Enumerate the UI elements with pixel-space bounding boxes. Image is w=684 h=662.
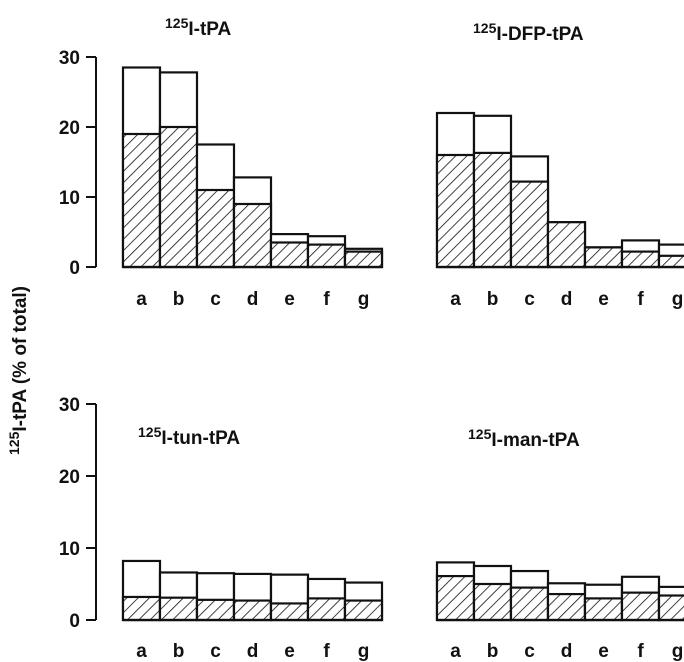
panel-title-sup: 125: [468, 426, 492, 442]
x-tick-label-e: e: [598, 289, 609, 310]
x-tick-label-c: c: [210, 641, 221, 662]
panel-title-sup: 125: [165, 15, 189, 31]
bar-hatched-f: [306, 243, 347, 269]
bar-hatched-c: [195, 188, 236, 269]
bar-hatched-g: [657, 594, 684, 622]
bar-hatched-d: [232, 599, 273, 622]
x-tick-label-b: b: [173, 289, 185, 310]
x-tick-label-f: f: [323, 641, 330, 662]
panel-title-sup: 125: [138, 424, 162, 440]
panel-title-main: I-DFP-tPA: [496, 24, 584, 45]
x-tick-label-g: g: [358, 289, 370, 310]
bar-hatched-c: [195, 598, 236, 622]
y-tick-label-0: 0: [69, 258, 80, 279]
panel-dfp-tpa: 125I-DFP-tPA a b c d e f g: [435, 20, 684, 310]
panel-title-main: I-tun-tPA: [161, 428, 240, 449]
panel-title-main: I-tPA: [188, 19, 231, 40]
y-tick-label-10: 10: [59, 188, 80, 209]
bar-hatched-d: [546, 592, 587, 622]
y-axis-title: 125I-tPA (% of total): [6, 286, 31, 455]
bar-hatched-d: [232, 202, 273, 269]
bar-hatched-b: [472, 582, 513, 622]
y-tick-label-30: 30: [59, 395, 80, 416]
x-tick-label-d: d: [247, 641, 259, 662]
y-tick-label-30: 30: [59, 48, 80, 69]
bar-group: [435, 561, 684, 622]
x-tick-label-e: e: [598, 641, 609, 662]
bar-hatched-e: [269, 602, 310, 622]
y-tick-label-20: 20: [59, 467, 80, 488]
bar-hatched-g: [343, 599, 384, 622]
bar-hatched-c: [509, 586, 550, 622]
bar-group: [435, 111, 684, 269]
bar-hatched-f: [620, 591, 661, 622]
bar-group: [121, 559, 384, 622]
bar-hatched-a: [121, 132, 162, 269]
x-tick-label-a: a: [136, 289, 147, 310]
x-tick-label-c: c: [524, 641, 535, 662]
bar-hatched-e: [269, 241, 310, 269]
x-tick-label-b: b: [487, 289, 499, 310]
x-tick-label-e: e: [284, 289, 295, 310]
bar-hatched-b: [158, 596, 199, 622]
bar-hatched-g: [343, 250, 384, 269]
bar-hatched-d: [546, 221, 587, 269]
x-tick-label-g: g: [672, 641, 684, 662]
bar-hatched-c: [509, 180, 550, 269]
panel-title: 125I-tun-tPA: [138, 424, 240, 449]
bar-hatched-a: [435, 574, 476, 622]
x-axis-labels: a b c d e f g: [136, 289, 369, 310]
panel-title-sup: 125: [473, 20, 497, 36]
panel-title: 125I-tPA: [165, 15, 232, 40]
bar-hatched-f: [620, 250, 661, 269]
bar-hatched-a: [121, 595, 162, 622]
y-axis: 0 10 20 30: [59, 48, 97, 279]
x-tick-label-a: a: [136, 641, 147, 662]
y-tick-label-20: 20: [59, 118, 80, 139]
y-tick-label-10: 10: [59, 539, 80, 560]
x-tick-label-d: d: [561, 641, 573, 662]
panel-tun-tpa: 125I-tun-tPA 0 10 20 30 a b c d e f g: [59, 395, 384, 662]
x-tick-label-a: a: [450, 289, 461, 310]
x-tick-label-c: c: [524, 289, 535, 310]
bar-hatched-b: [158, 125, 199, 269]
x-tick-label-a: a: [450, 641, 461, 662]
bar-hatched-e: [583, 597, 624, 622]
x-tick-label-e: e: [284, 641, 295, 662]
bar-hatched-a: [435, 153, 476, 269]
x-tick-label-d: d: [561, 289, 573, 310]
x-tick-label-b: b: [173, 641, 185, 662]
bar-hatched-e: [583, 246, 624, 269]
y-tick-label-0: 0: [69, 611, 80, 632]
x-tick-label-f: f: [637, 289, 644, 310]
x-tick-label-f: f: [637, 641, 644, 662]
bar-group: [121, 66, 384, 269]
panel-title: 125I-man-tPA: [468, 426, 580, 451]
panel-itpa: 125I-tPA 0 10 20 30 a b c d e f g: [59, 15, 384, 310]
bar-hatched-b: [472, 151, 513, 269]
x-axis-labels: a b c d e f g: [450, 641, 683, 662]
x-axis-labels: a b c d e f g: [450, 289, 683, 310]
panel-man-tpa: 125I-man-tPA a b c d e f g: [435, 426, 684, 662]
panel-title: 125I-DFP-tPA: [473, 20, 584, 45]
x-tick-label-g: g: [358, 641, 370, 662]
x-tick-label-c: c: [210, 289, 221, 310]
x-tick-label-f: f: [323, 289, 330, 310]
bar-hatched-g: [657, 254, 684, 269]
x-tick-label-d: d: [247, 289, 259, 310]
panel-title-main: I-man-tPA: [491, 430, 580, 451]
x-axis-labels: a b c d e f g: [136, 641, 369, 662]
y-axis-title-sup: 125: [6, 431, 22, 455]
x-tick-label-g: g: [672, 289, 684, 310]
y-axis-title-main: I-tPA (% of total): [10, 286, 31, 432]
y-axis: 0 10 20 30: [59, 395, 97, 632]
bar-hatched-f: [306, 597, 347, 622]
x-tick-label-b: b: [487, 641, 499, 662]
